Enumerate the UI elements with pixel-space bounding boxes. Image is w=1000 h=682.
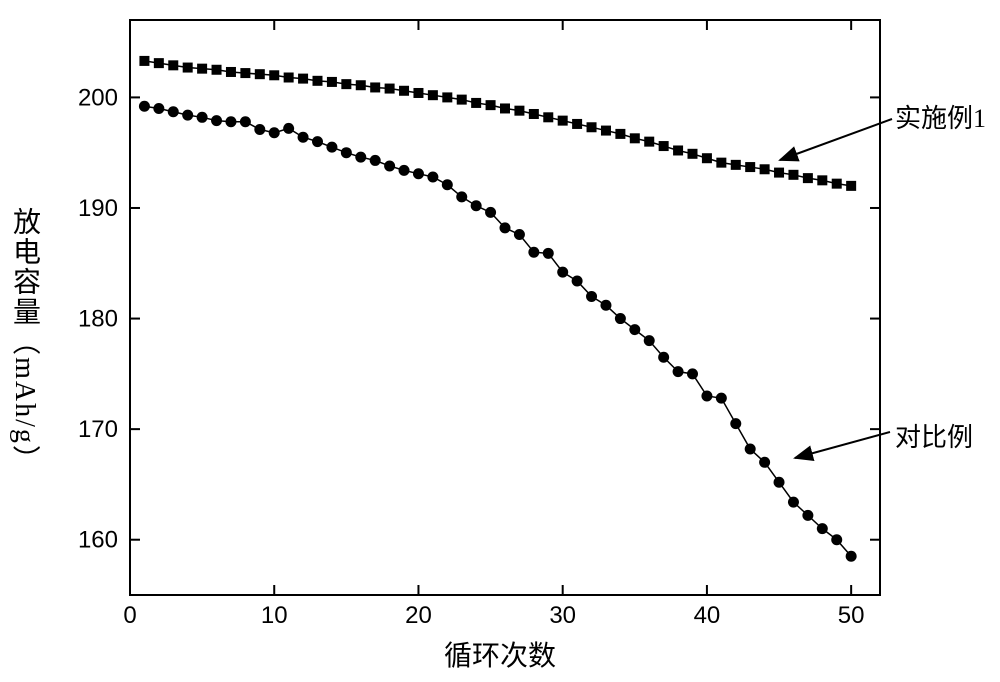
svg-text:190: 190 bbox=[78, 195, 118, 222]
svg-text:30: 30 bbox=[549, 602, 576, 629]
annotation-compare: 对比例 bbox=[895, 417, 973, 454]
chart-svg: 0 10 20 30 40 50 160 170 180 190 200 bbox=[0, 0, 1000, 682]
annotation-example1: 实施例1 bbox=[895, 98, 986, 135]
svg-text:50: 50 bbox=[838, 602, 865, 629]
svg-text:40: 40 bbox=[694, 602, 721, 629]
y-axis-label: 放电容量（mAh/g） bbox=[10, 207, 38, 475]
svg-text:20: 20 bbox=[405, 602, 432, 629]
svg-text:170: 170 bbox=[78, 416, 118, 443]
x-axis-label: 循环次数 bbox=[444, 634, 556, 674]
chart-container: 0 10 20 30 40 50 160 170 180 190 200 放电容量（mAh/g） 循… bbox=[0, 0, 1000, 682]
svg-text:10: 10 bbox=[261, 602, 288, 629]
svg-text:0: 0 bbox=[123, 602, 136, 629]
y-axis-label-main: 放电容量 bbox=[9, 207, 40, 327]
svg-text:180: 180 bbox=[78, 306, 118, 333]
svg-text:200: 200 bbox=[78, 84, 118, 111]
y-axis-label-unit: （mAh/g） bbox=[9, 327, 40, 475]
svg-text:160: 160 bbox=[78, 527, 118, 554]
